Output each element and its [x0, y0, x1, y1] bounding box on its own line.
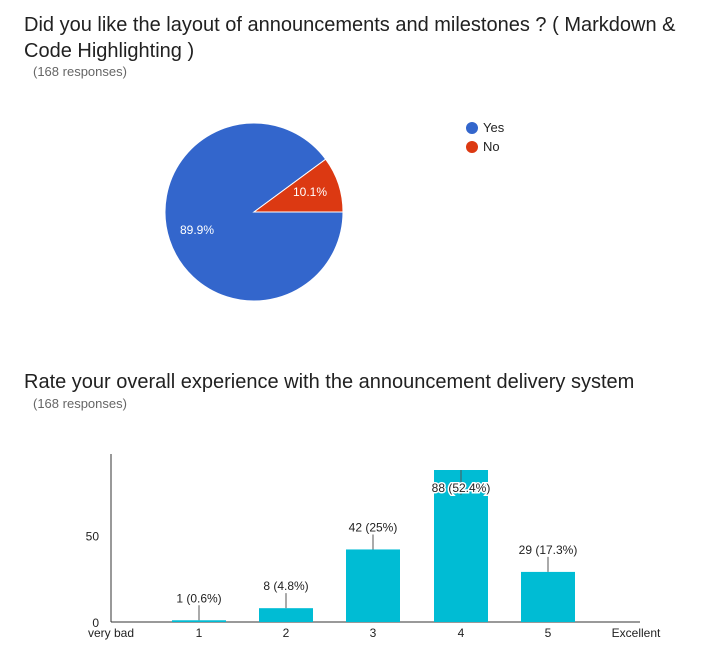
pie-label-yes: 89.9% [180, 223, 214, 237]
pie-legend: Yes No [466, 120, 505, 154]
legend-swatch-yes [466, 122, 478, 134]
question-1-response-count: (168 responses) [33, 64, 127, 79]
legend-label-yes: Yes [483, 120, 505, 135]
pie-labels: 89.9% 10.1% [180, 185, 327, 237]
question-2-response-count: (168 responses) [33, 396, 127, 411]
pie-label-no: 10.1% [293, 185, 327, 199]
legend-swatch-no [466, 141, 478, 153]
pie-slices [164, 122, 344, 302]
pie-slice-no [252, 158, 344, 213]
legend-label-no: No [483, 139, 500, 154]
question-1-title: Did you like the layout of announcements… [24, 14, 676, 62]
question-2-title: Rate your overall experience with the an… [24, 371, 635, 393]
